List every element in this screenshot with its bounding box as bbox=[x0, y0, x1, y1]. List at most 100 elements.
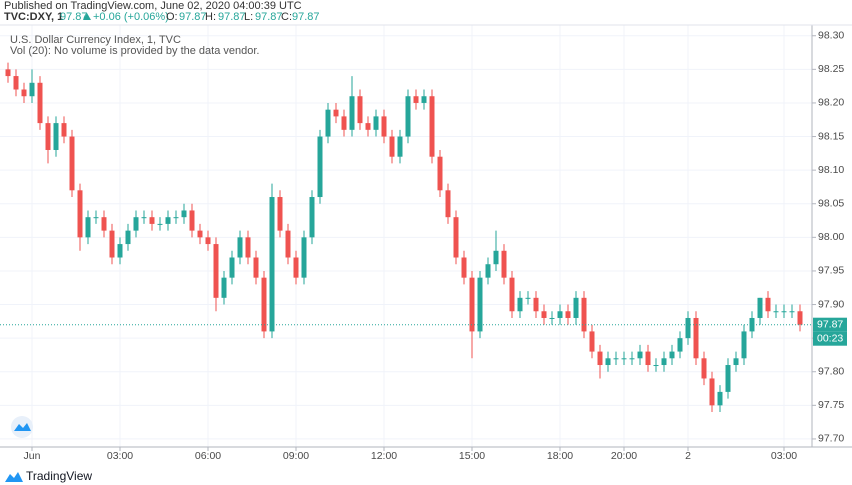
candle-body bbox=[605, 358, 611, 366]
chart-title: U.S. Dollar Currency Index, 1, TVC bbox=[10, 34, 181, 46]
candle-body bbox=[285, 230, 291, 258]
candle-body bbox=[717, 391, 723, 406]
candle-body bbox=[517, 297, 523, 312]
candle-body bbox=[709, 378, 715, 406]
candle-body bbox=[685, 317, 691, 339]
footer-logo: TradingView bbox=[5, 469, 92, 483]
candle-body bbox=[245, 237, 251, 258]
x-tick-label: 06:00 bbox=[195, 450, 221, 462]
candle-body bbox=[389, 136, 395, 157]
y-tick-label: 98.05 bbox=[818, 198, 844, 210]
y-tick-label: 97.70 bbox=[818, 433, 844, 445]
candle-body bbox=[221, 277, 227, 298]
candle-body bbox=[141, 217, 147, 219]
candle-body bbox=[157, 223, 163, 225]
watermark-logo bbox=[11, 416, 33, 438]
candle-body bbox=[645, 351, 651, 366]
candle-body bbox=[453, 217, 459, 258]
x-tick-label: 09:00 bbox=[283, 450, 309, 462]
candle-body bbox=[789, 311, 795, 313]
candle-body bbox=[237, 237, 243, 258]
symbol: TVC:DXY, 1 bbox=[4, 11, 63, 23]
candle-body bbox=[581, 297, 587, 332]
candle-body bbox=[381, 116, 387, 137]
plot-area bbox=[0, 25, 812, 447]
y-tick-label: 98.30 bbox=[818, 30, 844, 42]
candle-body bbox=[677, 338, 683, 352]
candle-body bbox=[757, 297, 763, 318]
candle-body bbox=[773, 311, 779, 313]
candle-body bbox=[653, 365, 659, 367]
y-tick-label: 98.15 bbox=[818, 130, 844, 142]
candle-body bbox=[461, 257, 467, 278]
footer-logo-shape bbox=[5, 472, 23, 482]
candle-body bbox=[301, 237, 307, 278]
candle-body bbox=[397, 136, 403, 157]
candle-body bbox=[45, 123, 51, 150]
candle-body bbox=[165, 217, 171, 224]
candle-body bbox=[797, 311, 803, 325]
candle-body bbox=[445, 190, 451, 218]
candle-body bbox=[213, 244, 219, 298]
candle-body bbox=[77, 190, 83, 238]
candle-body bbox=[13, 76, 19, 90]
candle-body bbox=[421, 96, 427, 103]
candle-body bbox=[509, 277, 515, 312]
candle-body bbox=[533, 297, 539, 312]
candle-body bbox=[549, 317, 555, 319]
published-line: Published on TradingView.com, June 02, 2… bbox=[4, 0, 302, 12]
x-tick-label: 03:00 bbox=[771, 450, 797, 462]
candle-body bbox=[557, 311, 563, 318]
candle-body bbox=[781, 311, 787, 313]
open-label: O: bbox=[166, 11, 178, 23]
open-value: 97.87 bbox=[179, 11, 207, 23]
x-tick-label: 20:00 bbox=[611, 450, 637, 462]
candle-body bbox=[437, 156, 443, 191]
countdown-label: 00:23 bbox=[817, 332, 843, 344]
y-tick-label: 98.10 bbox=[818, 164, 844, 176]
candle-body bbox=[269, 197, 275, 332]
candle-body bbox=[693, 317, 699, 359]
candle-body bbox=[469, 277, 475, 332]
candle-body bbox=[85, 217, 91, 238]
x-tick-label: Jun bbox=[24, 450, 41, 462]
candle-body bbox=[229, 257, 235, 278]
candle-body bbox=[197, 230, 203, 238]
candle-body bbox=[333, 109, 339, 117]
candle-body bbox=[69, 136, 75, 191]
candle-body bbox=[253, 257, 259, 278]
close-label: C: bbox=[281, 11, 292, 23]
candle-body bbox=[293, 257, 299, 278]
x-tick-label: 03:00 bbox=[107, 450, 133, 462]
candle-body bbox=[621, 358, 627, 360]
candle-body bbox=[429, 96, 435, 157]
candle-body bbox=[373, 116, 379, 130]
candle-body bbox=[53, 123, 59, 150]
candle-body bbox=[485, 264, 491, 278]
candle-body bbox=[309, 197, 315, 238]
candle-body bbox=[477, 277, 483, 332]
candle-body bbox=[701, 358, 707, 379]
candle-body bbox=[573, 297, 579, 318]
candle-body bbox=[405, 96, 411, 137]
candle-body bbox=[541, 311, 547, 318]
candle-body bbox=[733, 358, 739, 366]
x-tick-label: 18:00 bbox=[547, 450, 573, 462]
candle-body bbox=[725, 365, 731, 392]
last-price-label: 97.87 bbox=[817, 318, 843, 330]
candle-body bbox=[117, 244, 123, 258]
candle-body bbox=[741, 331, 747, 359]
candle-body bbox=[101, 217, 107, 231]
y-tick-label: 97.80 bbox=[818, 366, 844, 378]
candle-body bbox=[597, 351, 603, 366]
candle-body bbox=[589, 331, 595, 352]
candle-body bbox=[125, 230, 131, 245]
candle-body bbox=[261, 277, 267, 332]
candle-body bbox=[173, 217, 179, 219]
candle-body bbox=[669, 351, 675, 359]
candle-body bbox=[37, 82, 43, 124]
candle-body bbox=[317, 136, 323, 198]
candle-body bbox=[613, 358, 619, 360]
candle-body bbox=[629, 358, 635, 360]
